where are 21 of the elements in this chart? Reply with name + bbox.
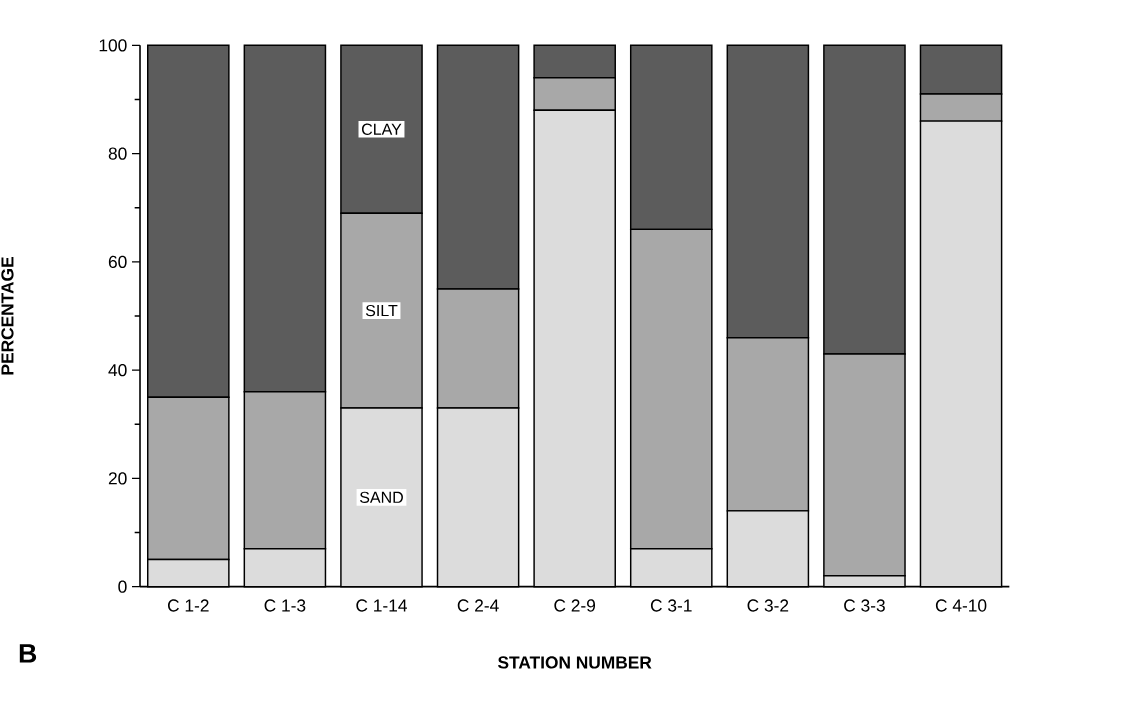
x-tick-label: C 1-14 [356,599,407,612]
y-tick-label: 20 [108,472,127,485]
x-tick-label: C 4-10 [935,599,987,612]
x-tick-label: C 2-4 [457,599,499,612]
y-tick-label: 40 [108,363,127,377]
x-tick-label: C 3-3 [844,599,885,612]
text: B [19,644,37,663]
x-tick-label: C 1-3 [264,599,306,612]
y-axis-title: PERCENTAGE [1,257,14,375]
series-label: CLAY [362,123,402,135]
y-tick-label: 80 [108,147,127,160]
y-tick-label: 0 [118,580,127,593]
x-tick-label: C 2-9 [554,599,596,612]
y-tick-label: 60 [108,255,127,268]
x-tick-label: C 3-2 [747,599,789,612]
x-tick-label: C 3-1 [650,599,692,612]
series-label: SAND [359,491,403,503]
y-tick-label: 100 [99,39,127,52]
series-label: SILT [365,304,398,317]
x-tick-label: C 1-2 [167,599,209,612]
x-axis-title: STATION NUMBER [497,656,652,669]
